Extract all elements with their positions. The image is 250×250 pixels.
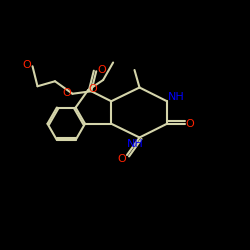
- Text: O: O: [62, 88, 72, 98]
- Text: O: O: [98, 65, 106, 75]
- Text: NH: NH: [128, 139, 144, 149]
- Text: O: O: [186, 119, 194, 129]
- Text: O: O: [118, 154, 126, 164]
- Text: NH: NH: [168, 92, 184, 102]
- Text: O: O: [89, 84, 98, 94]
- Text: O: O: [22, 60, 32, 70]
